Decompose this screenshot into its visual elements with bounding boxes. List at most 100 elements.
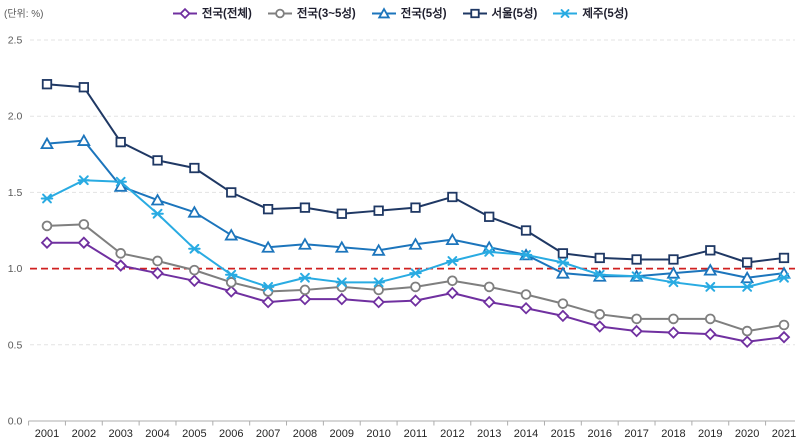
legend-label: 전국(3~5성) (296, 8, 356, 20)
star-marker (78, 175, 89, 186)
star-marker (115, 176, 126, 187)
diamond-marker (179, 7, 191, 19)
star-marker (594, 269, 605, 280)
x-tick-label-2011: 2011 (404, 428, 428, 440)
triangle-marker (224, 228, 239, 241)
x-tick-label-2019: 2019 (698, 428, 722, 440)
diamond-marker (114, 259, 127, 272)
y-axis-unit-label: (단위: %) (4, 9, 44, 20)
circle-marker (483, 281, 495, 293)
square-marker (189, 162, 200, 174)
star-marker (410, 268, 421, 279)
chart-legend: 전국(전체) 전국(3~5성) 전국(5성) 서울(5성) 제주(5성) (0, 5, 800, 21)
y-tick-label-0.5: 0.5 (8, 339, 23, 351)
star-marker (558, 257, 568, 268)
star-marker (263, 281, 273, 292)
series-2 (40, 133, 791, 284)
diamond-marker (482, 295, 496, 309)
star-marker (521, 249, 531, 260)
square-marker (484, 211, 495, 222)
x-tick-label-2006: 2006 (219, 428, 243, 440)
circle-marker (778, 319, 790, 331)
diamond-marker (188, 274, 201, 288)
circle-marker (41, 220, 53, 232)
triangle-marker (377, 6, 391, 18)
legend-item-1: 전국(3~5성) (267, 5, 356, 21)
legend-item-0: 전국(전체) (172, 5, 252, 21)
x-tick-label-2015: 2015 (551, 428, 575, 440)
square-marker (705, 245, 716, 256)
diamond-marker (556, 309, 570, 323)
circle-marker (78, 219, 90, 230)
diamond-marker (40, 236, 54, 249)
legend-circle-icon (267, 8, 292, 18)
x-tick-label-2004: 2004 (145, 428, 169, 440)
diamond-marker (740, 335, 754, 349)
x-tick-label-2016: 2016 (588, 428, 612, 440)
legend-label: 전국(5성) (400, 8, 447, 20)
legend-star-icon (553, 8, 578, 18)
square-marker (520, 225, 532, 236)
circle-marker (741, 325, 753, 337)
star-marker (705, 281, 716, 292)
square-marker (469, 8, 480, 18)
triangle-marker (703, 263, 718, 276)
square-marker (594, 252, 605, 264)
diamond-marker (224, 285, 238, 298)
triangle-marker (408, 237, 423, 250)
diamond-marker (777, 330, 791, 344)
square-marker (778, 252, 790, 264)
legend-item-4: 제주(5성) (552, 5, 628, 21)
series-3 (41, 79, 790, 268)
x-tick-label-2020: 2020 (735, 428, 759, 440)
square-marker (557, 248, 569, 259)
diamond-marker (630, 324, 643, 338)
triangle-marker (445, 232, 460, 246)
triangle-marker (740, 270, 755, 284)
circle-marker (275, 8, 285, 18)
legend-label: 서울(5성) (491, 8, 538, 20)
x-tick-label-2018: 2018 (661, 428, 685, 440)
x-tick-label-2014: 2014 (514, 428, 538, 440)
circle-marker (189, 264, 200, 276)
legend-item-2: 전국(5성) (371, 5, 447, 21)
star-marker (152, 208, 163, 219)
triangle-marker (334, 240, 349, 253)
square-marker (41, 79, 53, 90)
x-tick-label-2005: 2005 (182, 428, 206, 440)
square-marker (410, 202, 421, 213)
legend-square-icon (462, 8, 487, 18)
square-marker (742, 257, 753, 268)
diamond-marker (409, 294, 422, 307)
circle-marker (336, 281, 348, 293)
x-tick-label-2021: 2021 (772, 428, 796, 440)
star-marker (668, 277, 679, 288)
circle-marker (447, 275, 458, 287)
y-tick-label-1.5: 1.5 (8, 187, 23, 199)
y-tick-label-1: 1.0 (8, 263, 23, 275)
x-tick-label-2008: 2008 (293, 428, 317, 440)
triangle-marker (298, 237, 312, 250)
y-tick-label-0: 0.0 (8, 416, 23, 428)
star-marker (779, 272, 789, 283)
square-marker (373, 205, 384, 216)
star-marker (373, 277, 384, 288)
star-marker (631, 271, 642, 282)
square-marker (262, 204, 274, 215)
legend-label: 전국(전체) (201, 8, 252, 20)
square-marker (299, 202, 311, 213)
x-tick-label-2002: 2002 (72, 428, 96, 440)
square-marker (336, 208, 347, 219)
diamond-marker (704, 327, 717, 341)
circle-marker (262, 286, 274, 297)
legend-triangle-icon (371, 6, 396, 18)
x-tick-label-2003: 2003 (108, 428, 132, 440)
square-marker (152, 155, 163, 166)
y-tick-label-2: 2.0 (8, 111, 23, 123)
star-marker (484, 246, 495, 257)
triangle-marker (76, 133, 91, 146)
circle-marker (152, 255, 163, 267)
star-marker (189, 243, 200, 254)
x-tick-label-2001: 2001 (35, 428, 59, 440)
